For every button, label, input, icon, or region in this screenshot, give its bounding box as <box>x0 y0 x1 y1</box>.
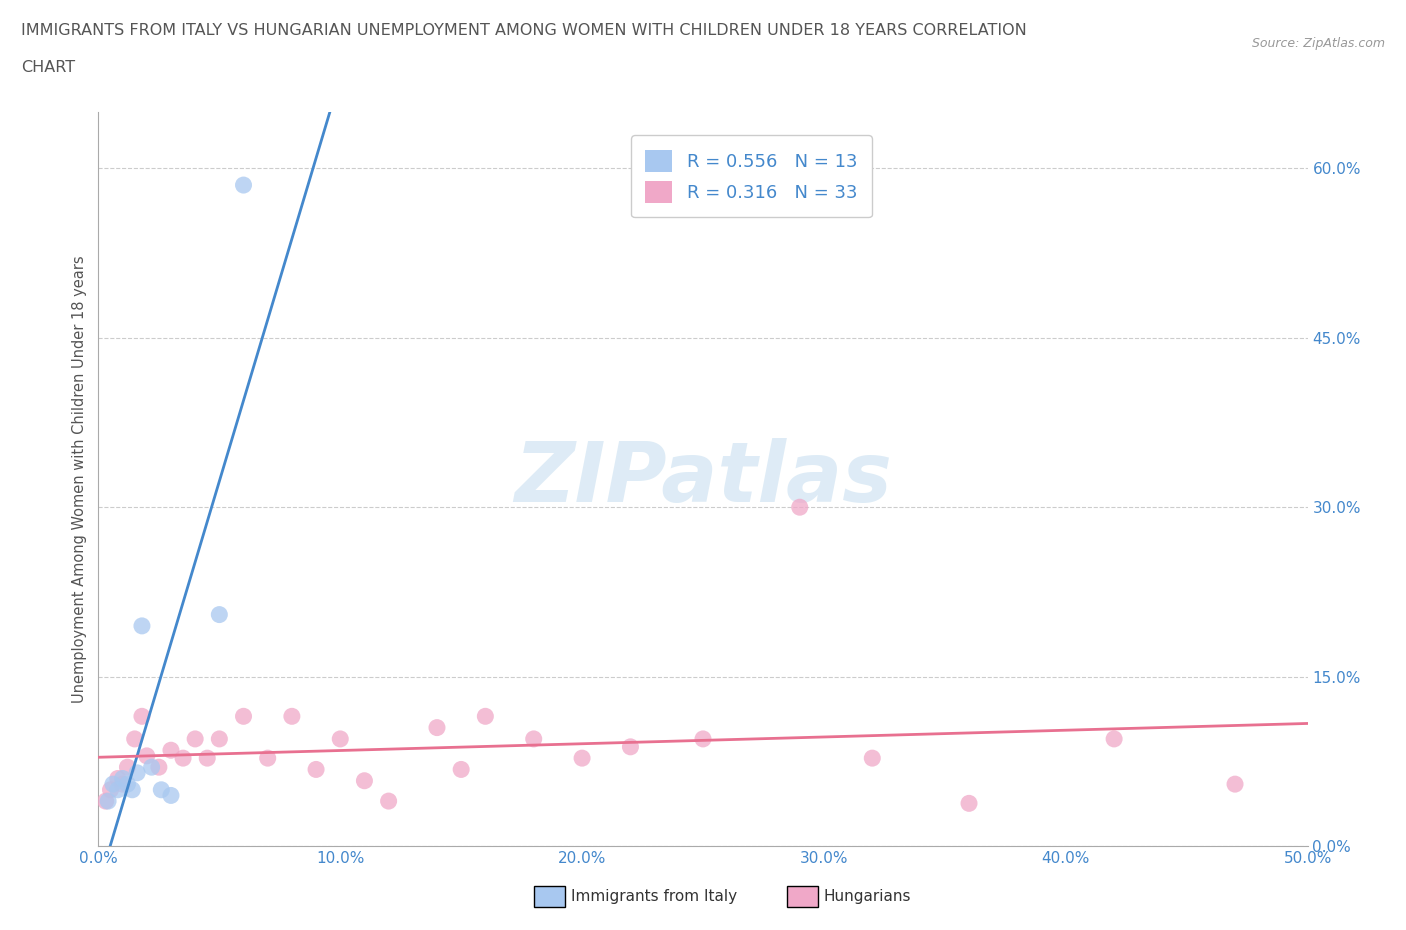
Point <box>148 760 170 775</box>
Point <box>97 793 120 808</box>
Legend: R = 0.556   N = 13, R = 0.316   N = 33: R = 0.556 N = 13, R = 0.316 N = 33 <box>631 136 872 218</box>
Point <box>523 732 546 747</box>
Point <box>101 777 124 791</box>
Point <box>692 732 714 747</box>
Point <box>117 760 139 775</box>
Y-axis label: Unemployment Among Women with Children Under 18 years: Unemployment Among Women with Children U… <box>72 255 87 703</box>
Text: ZIPatlas: ZIPatlas <box>515 438 891 520</box>
Point <box>571 751 593 765</box>
Point <box>111 771 134 786</box>
Point <box>135 749 157 764</box>
Point <box>1223 777 1246 791</box>
Text: CHART: CHART <box>21 60 75 75</box>
Point <box>160 788 183 803</box>
Text: IMMIGRANTS FROM ITALY VS HUNGARIAN UNEMPLOYMENT AMONG WOMEN WITH CHILDREN UNDER : IMMIGRANTS FROM ITALY VS HUNGARIAN UNEMP… <box>21 23 1026 38</box>
Point <box>256 751 278 765</box>
Point <box>208 732 231 747</box>
Point <box>232 709 254 724</box>
Point <box>232 178 254 193</box>
Text: Immigrants from Italy: Immigrants from Italy <box>571 889 737 904</box>
Point <box>426 720 449 735</box>
Point <box>474 709 496 724</box>
Point <box>117 777 139 791</box>
Point <box>124 732 146 747</box>
Point <box>107 782 129 797</box>
Point <box>160 743 183 758</box>
Point <box>353 774 375 789</box>
Point <box>281 709 304 724</box>
Point <box>100 782 122 797</box>
Point <box>208 607 231 622</box>
Point <box>957 796 980 811</box>
Point <box>94 793 117 808</box>
Point <box>305 762 328 777</box>
Point <box>450 762 472 777</box>
Point <box>141 760 163 775</box>
Point <box>619 739 641 754</box>
Point <box>789 499 811 514</box>
Point <box>107 771 129 786</box>
Text: Hungarians: Hungarians <box>824 889 911 904</box>
Point <box>131 618 153 633</box>
Point <box>1102 732 1125 747</box>
Point <box>131 709 153 724</box>
Point <box>329 732 352 747</box>
Text: Source: ZipAtlas.com: Source: ZipAtlas.com <box>1251 37 1385 50</box>
Point <box>111 777 134 791</box>
Point <box>860 751 883 765</box>
Point <box>127 765 149 780</box>
Point <box>184 732 207 747</box>
Point <box>172 751 194 765</box>
Point <box>121 782 143 797</box>
Point <box>195 751 218 765</box>
Point <box>150 782 173 797</box>
Point <box>377 793 399 808</box>
